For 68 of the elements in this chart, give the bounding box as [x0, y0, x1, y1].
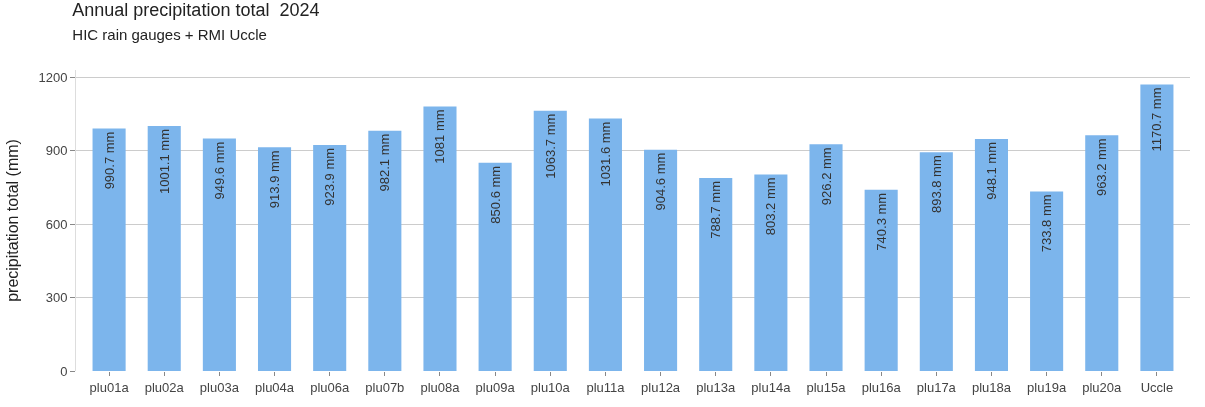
x-tick-label: plu17a — [916, 379, 957, 395]
x-tick-label: plu01a — [89, 379, 130, 395]
x-tick-label: plu10a — [530, 379, 571, 395]
data-label: 1170.7 mm — [1149, 87, 1165, 152]
x-tick-label: plu04a — [255, 379, 295, 395]
bar — [864, 189, 898, 371]
bar — [202, 138, 236, 371]
data-label: 733.8 mm — [1039, 194, 1055, 253]
x-tick-label: plu02a — [144, 379, 185, 395]
x-tick-label: plu19a — [1027, 379, 1067, 395]
y-tick-label: 300 — [45, 290, 68, 306]
data-label: 982.1 mm — [377, 133, 393, 192]
bar — [478, 162, 512, 371]
bar — [92, 128, 126, 371]
y-tick-label: 1200 — [38, 69, 68, 85]
bar — [313, 144, 347, 371]
x-tick-label: plu03a — [199, 379, 240, 395]
x-tick-label: plu08a — [420, 379, 461, 395]
data-label: 1063.7 mm — [542, 113, 558, 179]
data-label: 1001.1 mm — [156, 129, 172, 195]
x-tick-label: plu15a — [806, 379, 847, 395]
y-tick-label: 600 — [45, 216, 68, 232]
bar — [423, 106, 457, 371]
data-label: 948.1 mm — [983, 141, 999, 200]
chart-subtitle: HIC rain gauges + RMI Uccle — [72, 25, 267, 43]
bar — [974, 138, 1009, 371]
x-tick-label: plu07b — [365, 379, 405, 395]
data-label: 926.2 mm — [818, 147, 834, 206]
bar — [644, 149, 678, 371]
bar — [257, 147, 292, 371]
y-tick-label: 900 — [45, 143, 68, 159]
x-tick-label: plu20a — [1082, 379, 1123, 395]
x-tick-label: plu18a — [971, 379, 1012, 395]
data-label: 923.9 mm — [322, 147, 338, 206]
data-label: 963.2 mm — [1094, 138, 1110, 197]
y-axis-title: precipitation total (mm) — [4, 139, 22, 302]
x-tick-label: plu06a — [310, 379, 350, 395]
data-label: 904.6 mm — [653, 152, 669, 211]
data-label: 1031.6 mm — [597, 121, 613, 187]
data-label: 850.6 mm — [487, 165, 503, 224]
data-label: 803.2 mm — [763, 177, 779, 236]
bar — [1085, 135, 1119, 371]
bar — [533, 110, 567, 371]
bar — [1140, 84, 1174, 371]
data-label: 1081 mm — [432, 109, 448, 164]
x-tick-label: plu16a — [861, 379, 902, 395]
bar — [754, 174, 788, 371]
x-tick-label: plu11a — [586, 379, 626, 395]
bar — [368, 130, 402, 371]
bar — [699, 177, 733, 371]
bar — [919, 152, 953, 371]
data-label: 949.6 mm — [211, 141, 227, 200]
data-label: 788.7 mm — [708, 180, 724, 239]
y-tick-label: 0 — [60, 363, 68, 379]
chart-title: Annual precipitation total 2024 — [72, 0, 320, 21]
data-label: 740.3 mm — [873, 192, 889, 251]
data-label: 990.7 mm — [101, 131, 117, 190]
bar — [588, 118, 622, 371]
bar — [809, 144, 843, 371]
bar — [147, 126, 181, 371]
x-tick-label: plu12a — [641, 379, 681, 395]
x-tick-label: plu13a — [696, 379, 736, 395]
x-tick-label: plu09a — [475, 379, 516, 395]
data-label: 913.9 mm — [267, 150, 283, 209]
x-tick-label: Uccle — [1140, 379, 1174, 395]
x-tick-label: plu14a — [751, 379, 792, 395]
bar — [1030, 191, 1064, 371]
data-label: 893.8 mm — [928, 155, 944, 214]
